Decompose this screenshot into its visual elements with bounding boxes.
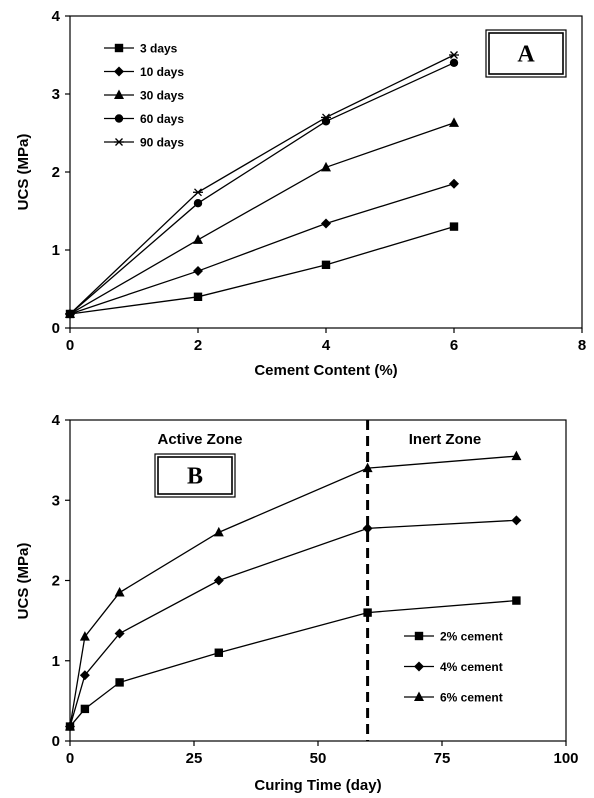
data-point (321, 117, 331, 126)
x-tick-label: 4 (322, 337, 331, 354)
data-point (65, 310, 75, 318)
data-point (321, 161, 331, 172)
data-point (193, 188, 203, 197)
legend-marker (114, 89, 124, 99)
legend-marker (114, 66, 124, 77)
data-point (114, 628, 125, 639)
data-point (449, 51, 459, 59)
panel-label: A (517, 42, 535, 68)
y-tick-label: 3 (52, 492, 60, 509)
data-point (321, 260, 331, 270)
series-line (69, 183, 455, 315)
y-tick-label: 0 (52, 733, 60, 750)
legend-marker (414, 691, 424, 701)
data-point (79, 631, 90, 641)
data-point (213, 575, 224, 586)
series-line (69, 122, 455, 315)
y-axis-label: UCS (MPa) (15, 543, 32, 620)
data-point (363, 608, 372, 617)
zone-annotation: Active Zone (157, 431, 242, 448)
data-point (511, 515, 522, 526)
data-point (213, 526, 224, 537)
data-point (449, 58, 459, 67)
legend-marker (114, 138, 124, 146)
x-tick-label: 0 (66, 750, 74, 767)
data-point (321, 218, 331, 229)
panel-label-box (154, 453, 236, 498)
legend-label: 4% cement (440, 660, 503, 674)
series-line (69, 519, 517, 727)
y-tick-label: 1 (52, 653, 60, 670)
y-tick-label: 3 (52, 86, 60, 103)
series-60-days (65, 58, 459, 319)
x-tick-label: 2 (194, 337, 202, 354)
data-point (193, 234, 203, 244)
legend-label: 30 days (140, 89, 184, 103)
y-axis-label: UCS (MPa) (15, 134, 32, 211)
y-tick-label: 0 (52, 320, 60, 337)
zone-annotation: Inert Zone (409, 431, 482, 448)
y-tick-label: 4 (52, 8, 61, 25)
data-point (193, 266, 203, 277)
data-point (362, 523, 373, 534)
legend-label: 60 days (140, 112, 184, 126)
series-3-days (65, 222, 459, 319)
data-point (115, 678, 124, 687)
series-line (69, 54, 455, 315)
legend-label: 3 days (140, 42, 178, 56)
data-point (214, 648, 223, 657)
x-axis-label: Cement Content (%) (254, 362, 397, 379)
x-tick-label: 100 (553, 750, 578, 767)
data-point (79, 670, 90, 681)
chart-panel-a: 0 2 4 6 8 0 1 2 3 4 Cement Content (%) UCS (MPa) A 3 … (15, 8, 586, 379)
data-point (362, 462, 373, 473)
series-90-days (65, 51, 459, 318)
x-tick-label: 8 (578, 337, 586, 354)
legend-marker (114, 114, 124, 123)
legend-label: 10 days (140, 65, 184, 79)
series-30-days (65, 117, 459, 318)
legend-label: 2% cement (440, 630, 503, 644)
data-point (449, 117, 459, 127)
x-tick-label: 6 (450, 337, 458, 354)
legend-marker (414, 661, 424, 672)
x-tick-label: 0 (66, 337, 74, 354)
series-4-cement (65, 515, 522, 732)
data-point (512, 596, 521, 605)
data-point (321, 113, 331, 122)
legend-label: 6% cement (440, 691, 503, 705)
y-tick-label: 2 (52, 164, 60, 181)
series-line (69, 62, 455, 315)
legend-label: 90 days (140, 136, 184, 150)
data-point (511, 450, 522, 461)
x-tick-label: 25 (186, 750, 203, 767)
series-6-cement (65, 450, 522, 731)
data-point (65, 721, 75, 731)
series-10-days (65, 178, 459, 319)
data-point (193, 292, 203, 301)
y-tick-label: 1 (52, 242, 60, 259)
legend-marker (114, 43, 124, 53)
data-point (449, 222, 459, 231)
panel-label: B (187, 464, 203, 490)
series-line (69, 225, 455, 315)
x-tick-label: 75 (434, 750, 451, 767)
x-axis-label: Curing Time (day) (254, 777, 381, 794)
series-line (69, 455, 517, 727)
data-point (449, 178, 459, 189)
chart-panel-b: 0 25 50 75 100 0 1 2 3 4 Curing Time (day) UCS (MPa… (15, 412, 579, 794)
y-tick-label: 2 (52, 573, 60, 590)
data-point (193, 199, 203, 208)
data-point (80, 704, 90, 714)
legend-marker (414, 631, 424, 641)
data-point (114, 587, 125, 597)
x-tick-label: 50 (310, 750, 327, 767)
panel-label-box (485, 29, 567, 78)
y-tick-label: 4 (52, 412, 61, 429)
